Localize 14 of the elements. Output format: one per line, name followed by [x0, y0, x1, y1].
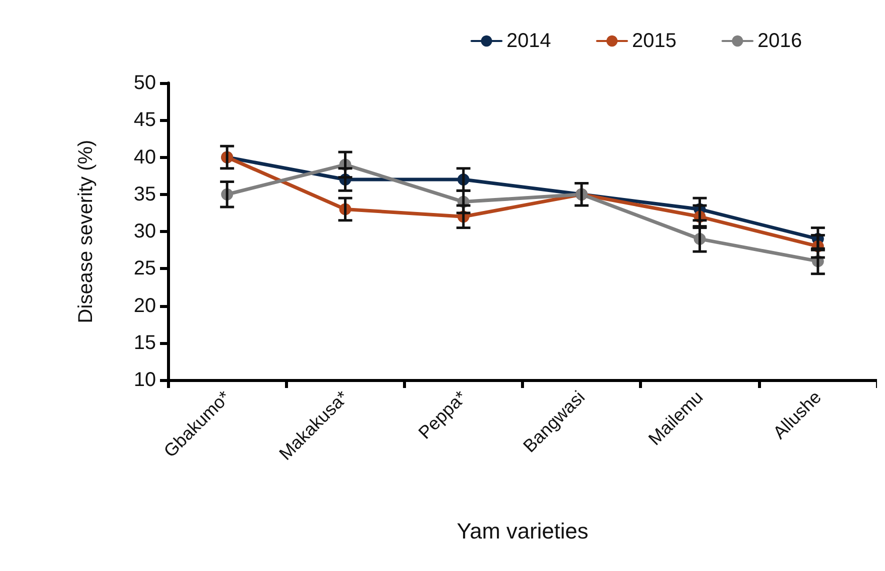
- y-tick-label: 30: [134, 220, 156, 242]
- y-tick-label: 45: [134, 109, 156, 132]
- legend-label: 2014: [506, 30, 552, 52]
- y-tick-label: 15: [134, 332, 156, 354]
- legend-label: 2015: [632, 30, 677, 52]
- y-tick-label: 40: [134, 146, 156, 168]
- y-tick-label: 50: [134, 72, 156, 94]
- y-tick-label: 35: [134, 183, 156, 206]
- x-axis-title: Yam varieties: [456, 518, 588, 544]
- y-tick-label: 25: [134, 258, 156, 280]
- legend-label: 2016: [758, 30, 802, 52]
- y-tick-label: 10: [134, 369, 156, 391]
- y-tick-label: 20: [134, 294, 156, 317]
- y-axis-title: Disease severity (%): [75, 140, 97, 324]
